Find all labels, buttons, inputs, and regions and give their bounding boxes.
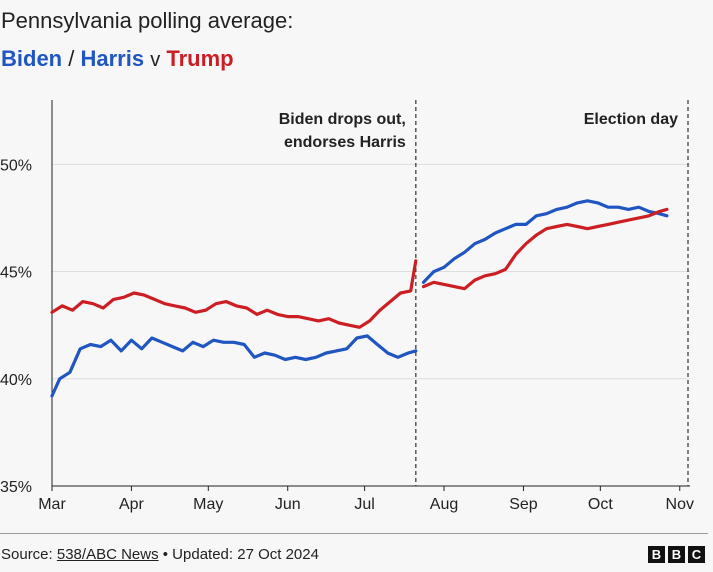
source-prefix: Source: (1, 546, 57, 563)
y-tick-label: 50% (0, 157, 32, 174)
bbc-logo-letter: B (648, 546, 665, 563)
series-line (50, 334, 418, 398)
updated-text: • Updated: 27 Oct 2024 (158, 546, 319, 563)
chart-subtitle: Biden / Harris v Trump (1, 46, 234, 72)
series-line (421, 207, 669, 291)
source-line: Source: 538/ABC News • Updated: 27 Oct 2… (1, 546, 319, 563)
series-line (50, 259, 418, 329)
footer-divider (0, 533, 708, 534)
x-tick-label: Mar (38, 496, 66, 513)
x-tick-label: Apr (119, 496, 145, 513)
x-tick-label: Sep (509, 496, 538, 513)
subtitle-vs: v (150, 49, 161, 71)
y-tick-label: 40% (0, 372, 32, 389)
x-tick-label: Jul (354, 496, 374, 513)
annotation-text: Election day (584, 111, 678, 128)
annotation-text: endorses Harris (284, 134, 406, 151)
x-tick-label: Aug (430, 496, 458, 513)
chart-title: Pennsylvania polling average: (1, 8, 294, 33)
bbc-logo-letter: B (668, 546, 685, 563)
polling-line-chart: 35% 40% 45% 50% Mar Apr May Jun Jul Aug Sep Oct Nov B… (0, 100, 694, 513)
subtitle-harris: Harris (80, 46, 145, 71)
bbc-logo-letter: C (688, 546, 705, 563)
series-line (421, 199, 669, 284)
x-tick-label: Nov (666, 496, 694, 513)
x-tick-label: Jun (275, 496, 301, 513)
bbc-logo: B B C (648, 546, 705, 563)
source-link[interactable]: 538/ABC News (56, 546, 159, 563)
y-tick-label: 35% (0, 479, 32, 496)
annotation-text: Biden drops out, (279, 111, 406, 128)
x-tick-label: Oct (588, 496, 613, 513)
y-tick-label: 45% (0, 265, 32, 282)
subtitle-biden: Biden (1, 46, 63, 71)
subtitle-slash: / (68, 46, 75, 71)
x-tick-label: May (193, 496, 223, 513)
subtitle-trump: Trump (166, 46, 234, 71)
